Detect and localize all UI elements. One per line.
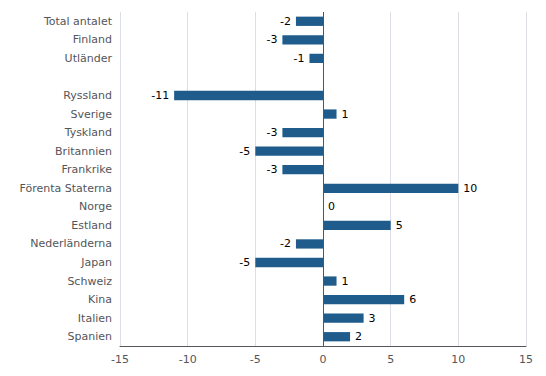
- svg-text:-5: -5: [239, 256, 250, 269]
- svg-text:-5: -5: [239, 145, 250, 158]
- svg-text:10: 10: [451, 353, 465, 366]
- svg-text:-2: -2: [280, 15, 291, 28]
- svg-text:1: 1: [342, 275, 349, 288]
- svg-text:Total antalet: Total antalet: [43, 15, 113, 28]
- svg-text:6: 6: [409, 293, 416, 306]
- svg-text:Förenta Staterna: Förenta Staterna: [20, 182, 112, 195]
- svg-text:Kina: Kina: [88, 293, 112, 306]
- svg-text:Estland: Estland: [71, 219, 112, 232]
- svg-text:Spanien: Spanien: [68, 330, 113, 343]
- svg-text:Britannien: Britannien: [55, 145, 112, 158]
- svg-text:-5: -5: [250, 353, 261, 366]
- svg-text:Norge: Norge: [79, 200, 112, 213]
- svg-text:-3: -3: [266, 126, 277, 139]
- svg-text:Finland: Finland: [73, 33, 112, 46]
- svg-text:Schweiz: Schweiz: [67, 275, 112, 288]
- svg-text:10: 10: [463, 182, 477, 195]
- svg-text:5: 5: [387, 353, 394, 366]
- svg-text:0: 0: [328, 200, 335, 213]
- svg-text:5: 5: [396, 219, 403, 232]
- svg-text:Italien: Italien: [78, 312, 112, 325]
- svg-text:0: 0: [320, 353, 327, 366]
- svg-text:Ryssland: Ryssland: [63, 89, 112, 102]
- svg-text:-2: -2: [280, 237, 291, 250]
- svg-text:Sverige: Sverige: [70, 108, 112, 121]
- svg-text:15: 15: [519, 353, 533, 366]
- svg-text:Utländer: Utländer: [65, 52, 113, 65]
- svg-text:-15: -15: [111, 353, 129, 366]
- svg-text:-3: -3: [266, 33, 277, 46]
- svg-text:3: 3: [369, 312, 376, 325]
- svg-text:-10: -10: [179, 353, 197, 366]
- svg-text:Japan: Japan: [80, 256, 112, 269]
- svg-text:-11: -11: [151, 89, 169, 102]
- svg-text:2: 2: [355, 330, 362, 343]
- svg-text:Tyskland: Tyskland: [64, 126, 112, 139]
- svg-text:Frankrike: Frankrike: [62, 163, 113, 176]
- svg-text:1: 1: [342, 108, 349, 121]
- svg-text:-1: -1: [293, 52, 304, 65]
- svg-text:-3: -3: [266, 163, 277, 176]
- svg-text:Nederländerna: Nederländerna: [30, 237, 112, 250]
